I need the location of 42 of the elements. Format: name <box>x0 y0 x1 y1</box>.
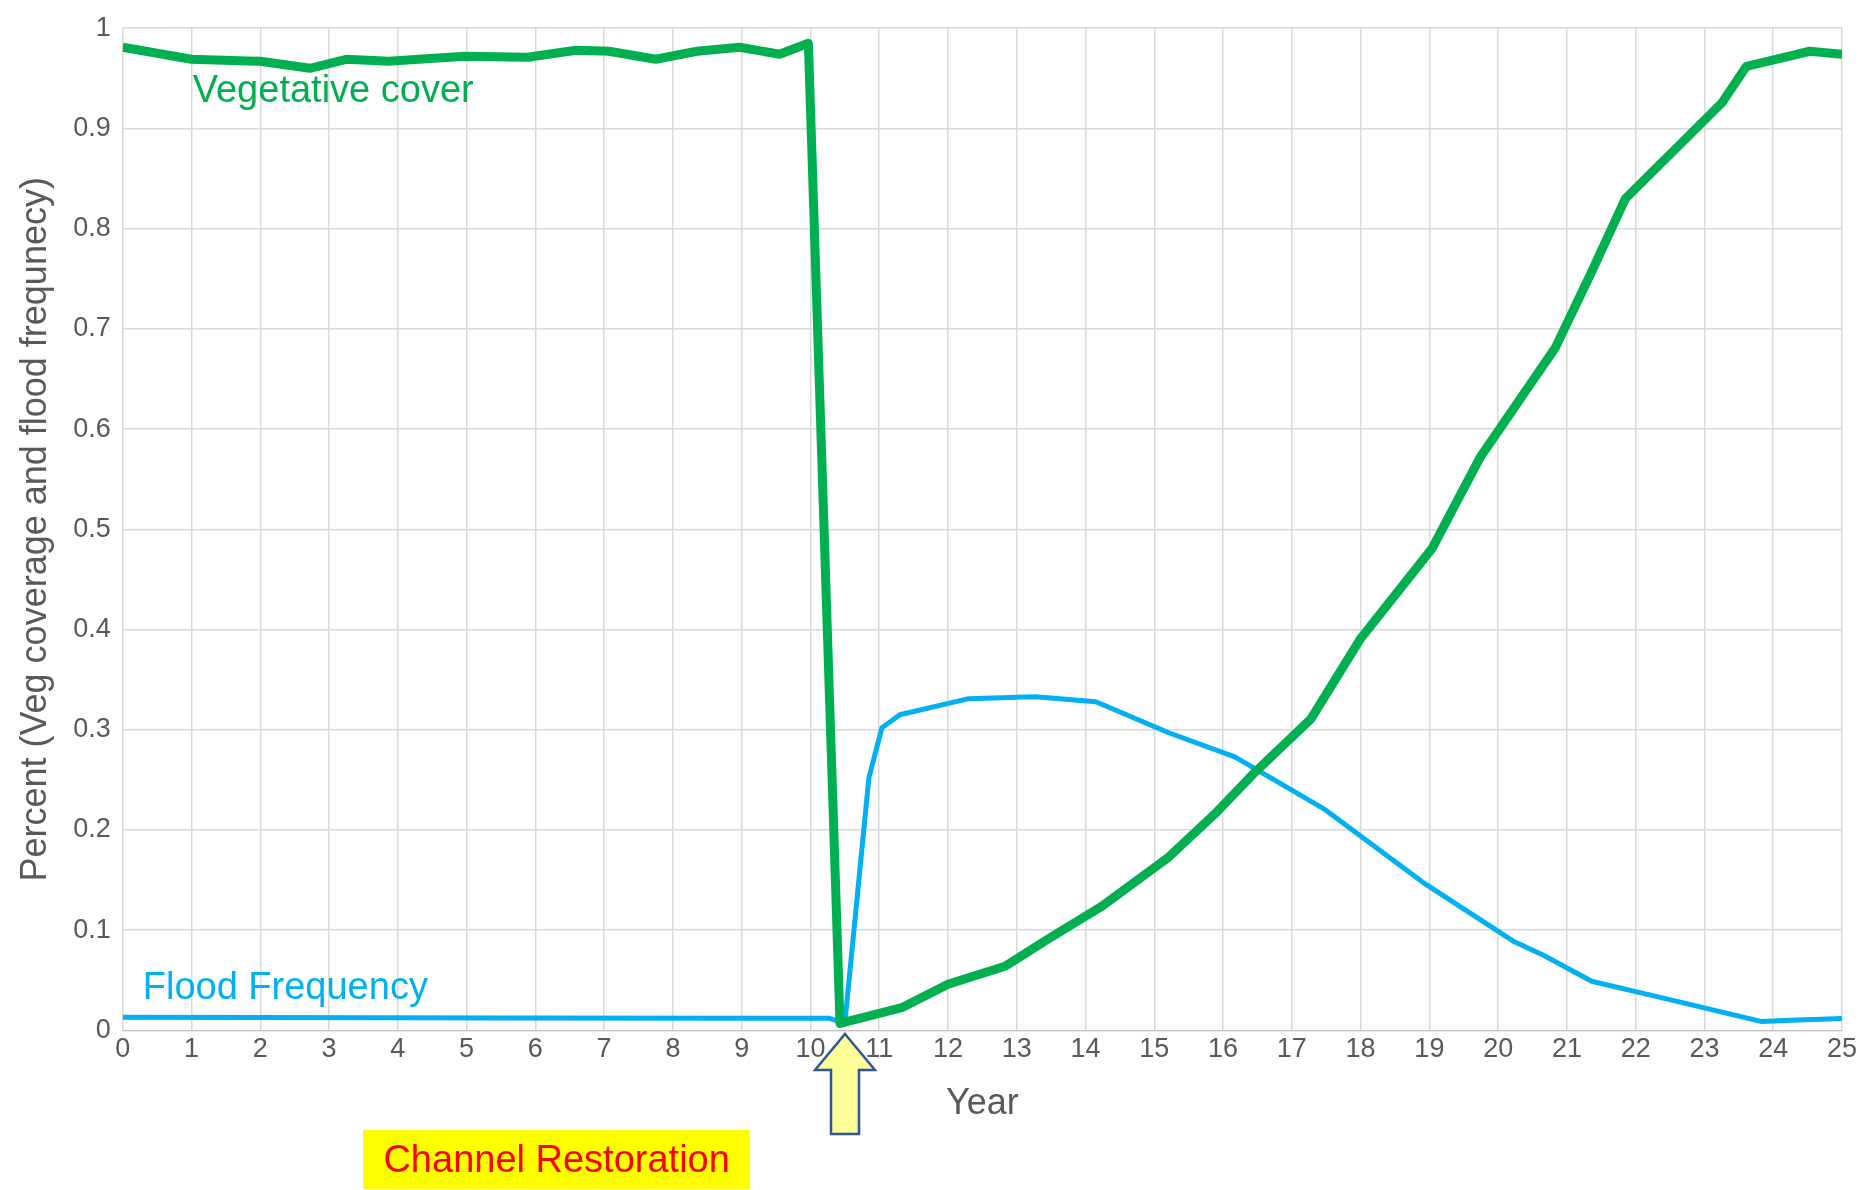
x-tick-label: 4 <box>390 1033 406 1064</box>
y-axis-title: Percent (Veg coverage and flood frequnecy) <box>12 177 54 882</box>
x-tick-label: 9 <box>734 1033 750 1064</box>
y-tick-label: 0.6 <box>73 412 111 443</box>
x-tick-label: 6 <box>527 1033 543 1064</box>
text: Channel Restoration <box>363 1130 750 1190</box>
series-label: Vegetative cover <box>192 68 475 111</box>
x-tick-label: 22 <box>1620 1033 1651 1064</box>
y-tick-label: 0 <box>95 1013 111 1044</box>
y-tick-label: 0.9 <box>73 111 111 142</box>
x-tick-label: 8 <box>665 1033 681 1064</box>
y-tick-label: 1 <box>95 11 111 42</box>
x-tick-label: 1 <box>183 1033 200 1064</box>
y-tick-label: 0.3 <box>73 713 111 744</box>
y-tick-label: 0.8 <box>73 212 111 243</box>
y-tick-label: 0.7 <box>73 312 111 343</box>
x-tick-label: 7 <box>596 1033 612 1064</box>
series-label: Flood Frequency <box>142 965 428 1008</box>
x-tick-label: 12 <box>932 1033 963 1064</box>
x-tick-label: 14 <box>1070 1033 1101 1064</box>
x-tick-label: 18 <box>1345 1033 1376 1064</box>
x-tick-label: 23 <box>1689 1033 1720 1064</box>
x-tick-label: 5 <box>459 1033 475 1064</box>
y-tick-label: 0.1 <box>73 913 111 944</box>
x-tick-label: 15 <box>1139 1033 1170 1064</box>
x-tick-label: 20 <box>1483 1033 1514 1064</box>
x-tick-label: 2 <box>252 1033 268 1064</box>
x-tick-label: 16 <box>1208 1033 1239 1064</box>
x-tick-label: 3 <box>321 1033 337 1064</box>
x-tick-label: 11 <box>865 1033 894 1064</box>
y-tick-label: 0.2 <box>73 813 111 844</box>
x-tick-label: 21 <box>1551 1033 1582 1064</box>
x-tick-label: 24 <box>1758 1033 1789 1064</box>
x-tick-label: 10 <box>795 1033 826 1064</box>
x-axis-title: Year <box>945 1081 1019 1123</box>
x-tick-label: 13 <box>1001 1033 1032 1064</box>
y-tick-label: 0.5 <box>73 512 111 543</box>
x-tick-label: 19 <box>1414 1033 1445 1064</box>
x-tick-label: 17 <box>1276 1033 1307 1064</box>
x-tick-label: 0 <box>115 1033 131 1064</box>
y-tick-label: 0.4 <box>73 612 111 643</box>
x-tick-label: 25 <box>1826 1033 1858 1064</box>
